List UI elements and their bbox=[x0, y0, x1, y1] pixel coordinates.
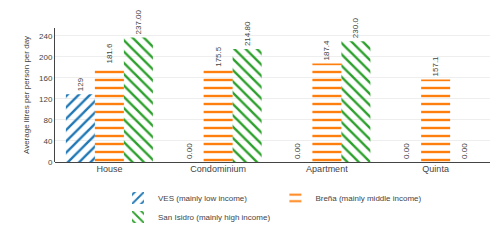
svg-text:160: 160 bbox=[39, 74, 53, 83]
svg-text:Apartment: Apartment bbox=[306, 164, 348, 174]
svg-text:129: 129 bbox=[76, 77, 85, 91]
svg-text:187.4: 187.4 bbox=[322, 40, 331, 61]
svg-text:0.00: 0.00 bbox=[402, 143, 411, 159]
svg-text:237.00: 237.00 bbox=[134, 9, 143, 34]
svg-text:0: 0 bbox=[48, 158, 53, 167]
svg-text:0.00: 0.00 bbox=[185, 143, 194, 159]
svg-text:200: 200 bbox=[39, 53, 53, 62]
svg-text:214.80: 214.80 bbox=[243, 21, 252, 46]
svg-text:240: 240 bbox=[39, 32, 53, 41]
svg-text:230.0: 230.0 bbox=[351, 18, 360, 39]
svg-text:0.00: 0.00 bbox=[293, 143, 302, 159]
svg-text:Breña (mainly middle income): Breña (mainly middle income) bbox=[315, 194, 421, 203]
svg-text:San Isidro (mainly high income: San Isidro (mainly high income) bbox=[158, 213, 270, 222]
svg-text:0.00: 0.00 bbox=[460, 143, 469, 159]
svg-text:157.1: 157.1 bbox=[431, 56, 440, 77]
svg-text:181.6: 181.6 bbox=[105, 43, 114, 64]
svg-text:40: 40 bbox=[43, 137, 52, 146]
svg-text:80: 80 bbox=[43, 116, 52, 125]
svg-text:House: House bbox=[96, 164, 122, 174]
svg-text:Average litres per person per: Average litres per person per day bbox=[22, 36, 31, 154]
svg-text:VES (mainly low income): VES (mainly low income) bbox=[158, 194, 247, 203]
svg-text:Quinta: Quinta bbox=[422, 164, 449, 174]
svg-text:120: 120 bbox=[39, 95, 53, 104]
svg-text:175.5: 175.5 bbox=[214, 46, 223, 67]
svg-text:Condominium: Condominium bbox=[190, 164, 246, 174]
